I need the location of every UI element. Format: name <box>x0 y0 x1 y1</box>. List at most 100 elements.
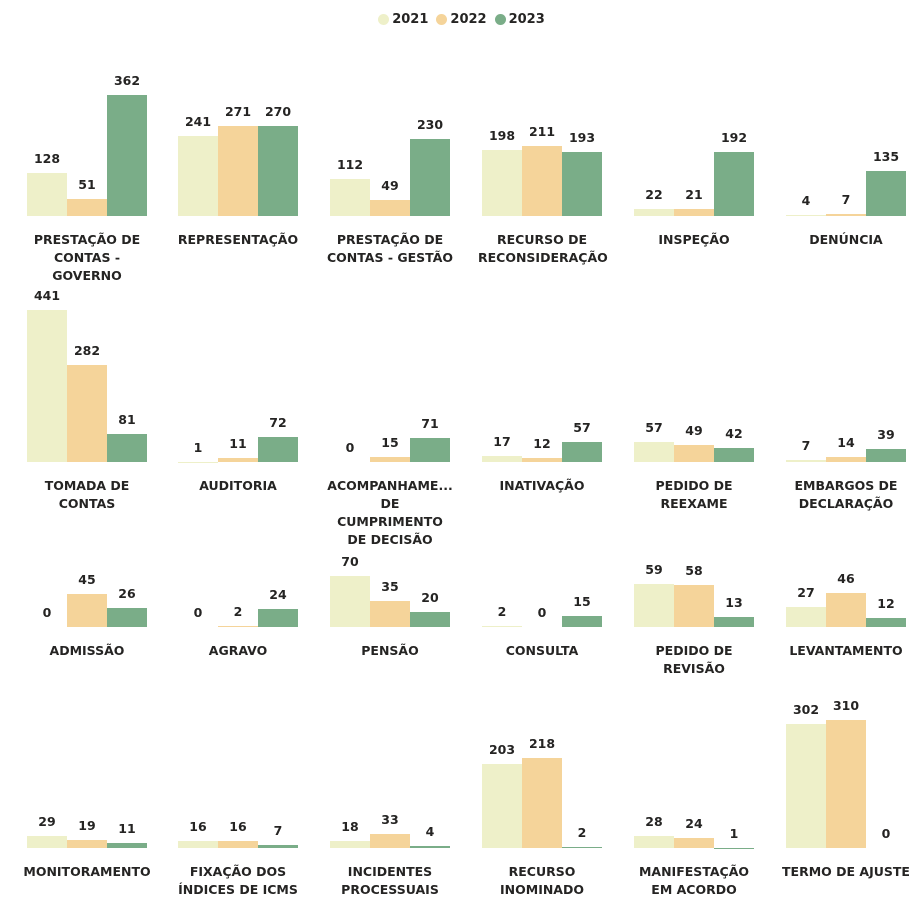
bar <box>27 173 67 216</box>
data-label: 0 <box>193 605 203 620</box>
bar <box>562 151 602 216</box>
category-label: ADMISSÃO <box>49 643 125 658</box>
data-label: 58 <box>685 562 703 578</box>
data-label: 45 <box>78 572 96 588</box>
data-label: 35 <box>381 579 399 595</box>
data-label: 57 <box>645 420 663 436</box>
data-label: 19 <box>78 818 96 834</box>
data-label: 27 <box>797 585 815 601</box>
category-label: AUDITORIA <box>199 478 277 493</box>
bar <box>866 171 906 216</box>
data-label: 241 <box>184 113 212 129</box>
bar <box>370 199 410 216</box>
data-label: 7 <box>841 191 851 207</box>
bar <box>786 723 826 848</box>
data-label: 270 <box>264 104 292 119</box>
legend-item: 2022 <box>436 12 487 27</box>
category-label: PRESTAÇÃO DE CONTAS - GOVERNO <box>33 232 141 283</box>
data-label: 4 <box>801 192 811 208</box>
data-label: 211 <box>528 123 556 139</box>
bar <box>562 847 602 848</box>
category-label: AGRAVO <box>208 643 268 658</box>
bar <box>826 213 866 216</box>
data-label: 29 <box>38 814 56 830</box>
data-label: 0 <box>345 440 355 455</box>
bar <box>218 125 258 216</box>
data-label: 112 <box>336 156 364 172</box>
category-label: PEDIDO DE REVISÃO <box>655 643 733 676</box>
data-label: 57 <box>573 420 591 436</box>
bar <box>714 617 754 627</box>
bar <box>107 843 147 848</box>
category-label: RECURSO INOMINADO <box>500 864 584 897</box>
bar <box>562 616 602 627</box>
category-label: PRESTAÇÃO DE CONTAS - GESTÃO <box>326 232 454 265</box>
category-label: REPRESENTAÇÃO <box>177 232 299 247</box>
data-label: 51 <box>78 177 96 192</box>
bar <box>562 442 602 462</box>
data-label: 271 <box>224 103 252 119</box>
data-label: 2 <box>577 825 587 841</box>
category-label: RECURSO DE RECONSIDERAÇÃO <box>478 232 608 265</box>
legend-swatch <box>378 14 390 25</box>
bar <box>634 836 674 848</box>
legend-swatch <box>436 14 448 25</box>
data-label: 72 <box>269 415 287 431</box>
bar <box>634 208 674 216</box>
data-label: 49 <box>685 423 703 439</box>
bar <box>258 437 298 462</box>
bar <box>482 150 522 216</box>
data-label: 71 <box>421 415 439 431</box>
bar <box>714 152 754 216</box>
bar <box>27 309 67 462</box>
data-label: 218 <box>528 736 556 752</box>
bar <box>258 126 298 216</box>
data-label: 21 <box>685 187 703 202</box>
category-label: PENSÃO <box>361 643 419 658</box>
data-label: 362 <box>113 73 141 89</box>
bar <box>826 457 866 462</box>
category-label: EMBARGOS DE DECLARAÇÃO <box>794 478 898 511</box>
data-label: 2 <box>233 603 243 619</box>
data-label: 42 <box>725 425 743 441</box>
bar <box>866 618 906 627</box>
bar <box>330 575 370 627</box>
data-label: 128 <box>33 151 61 167</box>
bar <box>482 764 522 848</box>
data-label: 81 <box>118 412 136 428</box>
data-label: 230 <box>416 117 444 133</box>
data-label: 193 <box>568 129 596 145</box>
bar <box>330 178 370 216</box>
bar <box>522 145 562 216</box>
data-label: 24 <box>685 816 703 832</box>
category-label: INSPEÇÃO <box>658 232 730 247</box>
data-label: 12 <box>533 435 551 451</box>
bar <box>258 845 298 848</box>
category-label: PEDIDO DE REEXAME <box>655 478 733 511</box>
bar <box>410 139 450 216</box>
bar <box>522 457 562 462</box>
category-label: TERMO DE AJUSTE <box>782 864 910 879</box>
category-label: DENÚNCIA <box>809 232 883 247</box>
data-label: 11 <box>229 436 247 452</box>
category-label: INATIVAÇÃO <box>499 478 585 493</box>
data-label: 310 <box>832 698 860 714</box>
data-label: 16 <box>189 819 207 835</box>
data-label: 135 <box>872 149 900 164</box>
bar <box>218 841 258 848</box>
data-label: 198 <box>488 128 516 143</box>
bar <box>67 199 107 216</box>
bar <box>786 214 826 216</box>
data-label: 282 <box>73 342 101 358</box>
data-label: 49 <box>381 177 399 193</box>
category-label: MANIFESTAÇÃO EM ACORDO <box>638 864 749 897</box>
bar <box>107 607 147 627</box>
data-label: 12 <box>877 596 895 612</box>
data-label: 4 <box>425 824 435 840</box>
data-label: 20 <box>421 590 439 606</box>
data-label: 15 <box>573 594 591 610</box>
bar <box>107 434 147 462</box>
bar <box>27 836 67 848</box>
data-label: 1 <box>729 825 739 841</box>
legend-swatch <box>494 14 506 25</box>
